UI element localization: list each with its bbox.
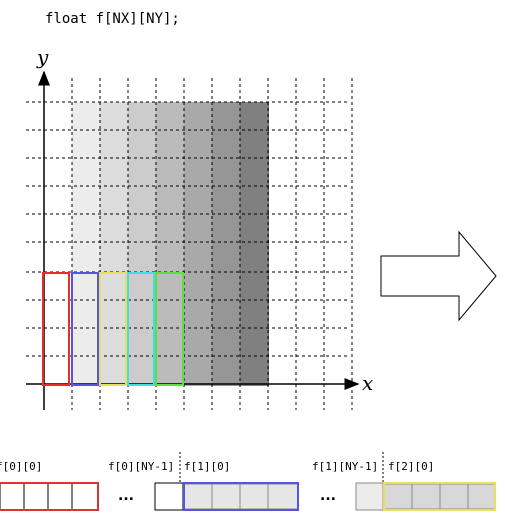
- memory-cell: [47, 482, 73, 511]
- memory-cell: [439, 483, 469, 510]
- memory-cell: [211, 483, 241, 510]
- highlight-column-1: [71, 272, 99, 386]
- array-columns: [72, 102, 269, 386]
- memory-ellipsis-1: ...: [118, 488, 134, 504]
- memory-cell: [383, 483, 413, 510]
- memory-cell: [467, 483, 496, 510]
- memory-labels: f[0][0] f[0][NY-1] f[1][0] f[1][NY-1] f[…: [0, 452, 434, 482]
- y-axis-label: y: [36, 45, 49, 69]
- memory-strip: ... ...: [0, 482, 496, 511]
- memory-cell: [355, 482, 384, 511]
- memory-segment-1-outline: [183, 482, 299, 511]
- highlight-column-0: [42, 272, 70, 386]
- array-column-4: [184, 102, 213, 386]
- memory-segment-2-outline: [383, 482, 496, 511]
- highlighted-columns: [42, 272, 184, 386]
- array-column-7: [268, 102, 269, 386]
- memory-segment-0-outline: [0, 482, 99, 511]
- highlight-column-3: [127, 272, 155, 386]
- memory-cell: [267, 483, 299, 510]
- memory-cell: [0, 482, 25, 511]
- memory-label-f0ny1: f[0][NY-1]: [108, 460, 174, 473]
- highlight-column-2: [99, 272, 127, 386]
- array-column-2: [128, 102, 157, 386]
- memory-cell: [411, 483, 441, 510]
- memory-label-f00: f[0][0]: [0, 460, 42, 473]
- x-axis-label: x: [362, 371, 373, 395]
- mapping-arrow-icon: [380, 230, 497, 322]
- array-column-5: [212, 102, 241, 386]
- memory-cell: [71, 482, 99, 511]
- memory-ellipsis-2: ...: [320, 488, 336, 504]
- memory-cell: [183, 483, 213, 510]
- memory-label-f10: f[1][0]: [184, 460, 230, 473]
- memory-cell: [23, 482, 49, 511]
- array-column-6: [240, 102, 269, 386]
- array-declaration: float f[NX][NY];: [45, 11, 180, 27]
- memory-cell: [154, 482, 184, 511]
- memory-label-f20: f[2][0]: [388, 460, 434, 473]
- memory-cell: [239, 483, 269, 510]
- array-column-0: [72, 102, 101, 386]
- array-column-1: [100, 102, 129, 386]
- array-column-3: [156, 102, 185, 386]
- highlight-column-4: [155, 272, 184, 386]
- memory-label-f1ny1: f[1][NY-1]: [312, 460, 378, 473]
